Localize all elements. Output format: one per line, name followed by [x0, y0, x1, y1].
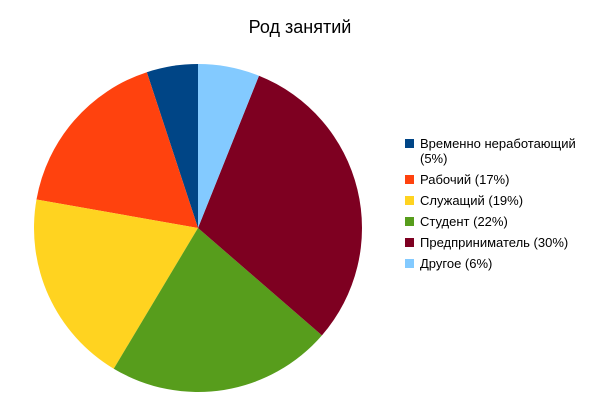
- legend-item: Служащий (19%): [405, 193, 583, 208]
- legend-swatch: [405, 196, 414, 205]
- legend-swatch: [405, 139, 414, 148]
- legend-swatch: [405, 175, 414, 184]
- legend-swatch: [405, 217, 414, 226]
- legend-label: Рабочий (17%): [420, 172, 510, 187]
- legend-item: Предприниматель (30%): [405, 235, 583, 250]
- legend-label: Другое (6%): [420, 256, 493, 271]
- pie-slice: [113, 228, 322, 393]
- pie-slice: [198, 75, 362, 336]
- legend-item: Студент (22%): [405, 214, 583, 229]
- legend-label: Временно неработающий (5%): [420, 136, 576, 166]
- pie-slice: [146, 64, 198, 228]
- legend-item: Временно неработающий (5%): [405, 136, 583, 166]
- legend-swatch: [405, 259, 414, 268]
- legend-item: Рабочий (17%): [405, 172, 583, 187]
- legend-swatch: [405, 238, 414, 247]
- pie-slice: [33, 199, 199, 369]
- legend: Временно неработающий (5%) Рабочий (17%) С…: [405, 136, 583, 277]
- legend-label: Предприниматель (30%): [420, 235, 569, 250]
- pie-slice: [198, 64, 259, 228]
- legend-item: Другое (6%): [405, 256, 583, 271]
- chart-title: Род занятий: [249, 17, 352, 37]
- pie-slice: [36, 72, 198, 228]
- legend-label: Служащий (19%): [420, 193, 524, 208]
- legend-label: Студент (22%): [420, 214, 508, 229]
